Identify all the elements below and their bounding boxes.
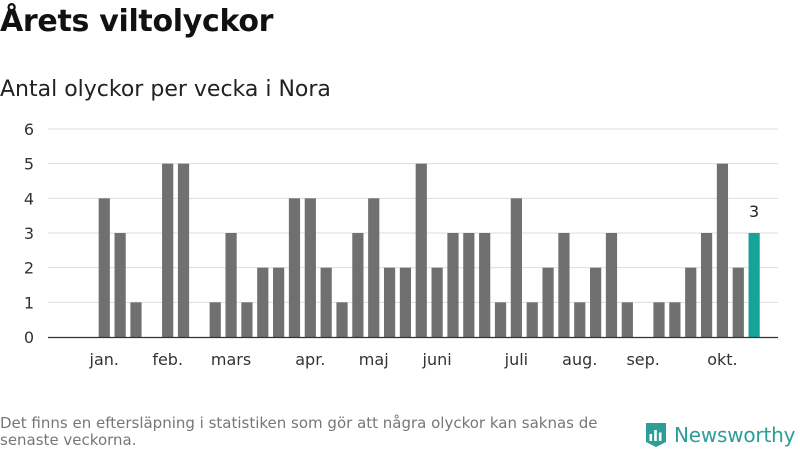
bar [368, 198, 380, 337]
bar [574, 302, 586, 337]
bar [177, 163, 190, 337]
footnote: Det finns en eftersläpning i statistiken… [0, 414, 598, 449]
x-tick-label: sep. [626, 350, 659, 369]
x-tick-label: aug. [562, 350, 597, 369]
x-tick-label: apr. [295, 350, 325, 369]
x-tick-label: mars [211, 350, 251, 369]
bar [257, 267, 269, 337]
bar [130, 302, 142, 337]
bar [700, 233, 713, 337]
bar [510, 198, 522, 337]
bar [273, 267, 285, 337]
bar [431, 267, 443, 337]
bar [526, 302, 538, 337]
bar [621, 302, 633, 337]
bar [209, 302, 221, 337]
bar [732, 267, 744, 337]
bar [336, 302, 348, 337]
bar [241, 302, 253, 337]
newsworthy-logo-icon [646, 423, 666, 447]
bar [669, 302, 681, 337]
bar-current-week [748, 233, 760, 337]
bar-chart: 0 1 2 3 4 5 6 jan. feb. mars apr. maj juni juli aug. se… [24, 120, 778, 369]
bar [288, 198, 301, 337]
bar [447, 233, 459, 337]
bar [162, 163, 174, 337]
x-tick-label: juni [422, 350, 452, 369]
x-tick-label: feb. [152, 350, 183, 369]
bar [352, 233, 364, 337]
bar [114, 233, 126, 337]
bar [716, 163, 729, 337]
bar [479, 233, 491, 337]
x-tick-label: juli [504, 350, 528, 369]
bar [399, 267, 412, 337]
y-tick-label: 2 [24, 259, 34, 278]
bar [304, 198, 316, 337]
bar [590, 267, 602, 337]
bar [98, 198, 110, 337]
y-tick-label: 0 [24, 328, 34, 347]
bar [415, 163, 427, 337]
bar [558, 233, 570, 337]
bar [320, 267, 332, 337]
bar [542, 267, 554, 337]
x-tick-label: maj [359, 350, 389, 369]
bar [494, 302, 507, 337]
x-tick-label: okt. [707, 350, 737, 369]
chart-subtitle: Antal olyckor per vecka i Nora [0, 77, 331, 102]
newsworthy-logo: Newsworthy [644, 420, 795, 450]
y-tick-label: 4 [24, 189, 34, 208]
brand-name: Newsworthy [674, 423, 796, 447]
y-tick-label: 1 [24, 293, 34, 312]
chart-title: Årets viltolyckor [0, 4, 274, 39]
bar [463, 233, 475, 337]
y-tick-label: 6 [24, 120, 34, 139]
y-tick-label: 3 [24, 224, 34, 243]
bar [225, 233, 237, 337]
bar [685, 267, 697, 337]
y-tick-label: 5 [24, 155, 34, 174]
bar [383, 267, 396, 337]
bar [605, 233, 618, 337]
data-label-last: 3 [749, 202, 759, 221]
bar [653, 302, 665, 337]
x-tick-label: jan. [89, 350, 119, 369]
